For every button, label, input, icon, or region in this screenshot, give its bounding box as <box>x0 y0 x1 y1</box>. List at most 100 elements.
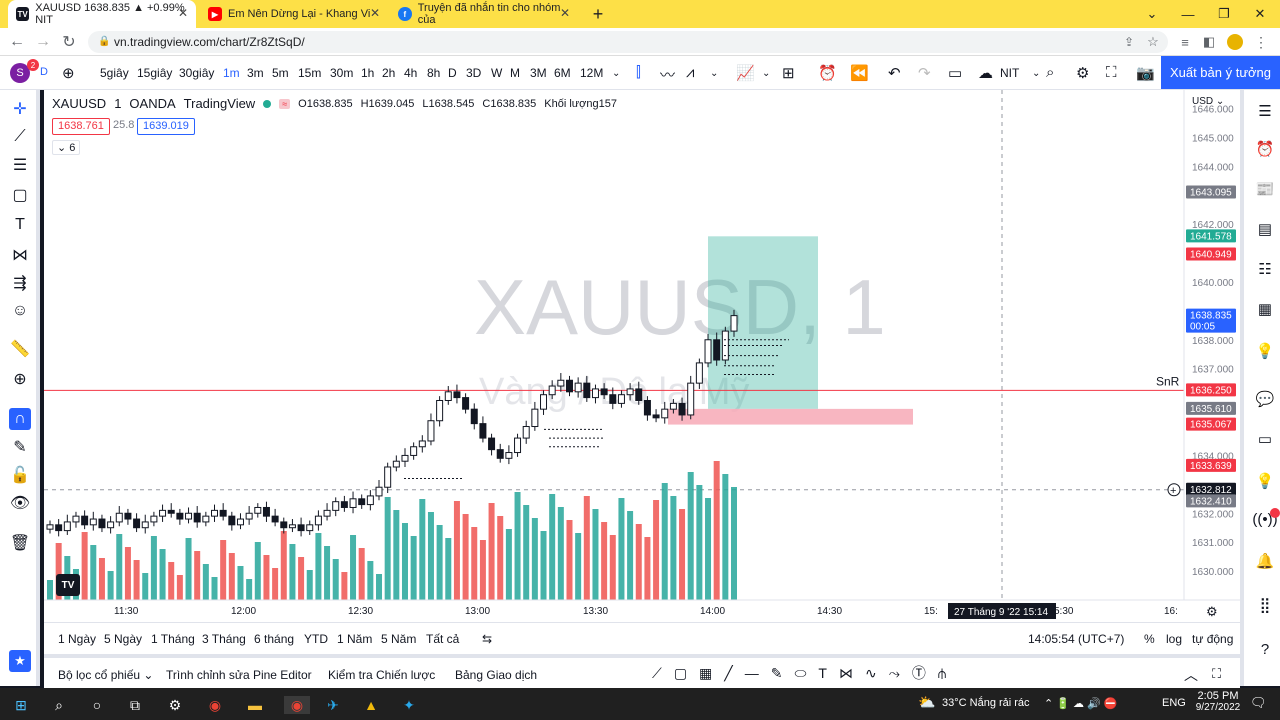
candle-body[interactable] <box>488 437 496 451</box>
tab-trading-panel[interactable]: Bảng Giao dịch <box>455 668 538 682</box>
bell-icon[interactable]: 🔔 <box>1255 553 1275 570</box>
bookmark-star-icon[interactable]: ☆ <box>1147 34 1159 49</box>
trash-icon[interactable]: 🗑 <box>9 535 31 552</box>
app-icon[interactable]: ▲ <box>364 697 378 713</box>
calendar-icon[interactable]: ▦ <box>1257 301 1273 318</box>
candle-body[interactable] <box>522 426 530 439</box>
candle-body[interactable] <box>531 408 539 428</box>
candle-body[interactable] <box>643 399 651 416</box>
range-3[interactable]: 3 Tháng <box>202 632 246 646</box>
timeframe-16[interactable]: 3M <box>530 66 547 80</box>
price-chart[interactable]: XAUUSD, 1 Vàng / Đô la Mỹ SnR USD ⌄1646.000… <box>44 90 1240 622</box>
timeframe-0[interactable]: 5giây <box>100 66 129 80</box>
clock[interactable]: 2:05 PM 9/27/2022 <box>1194 690 1242 713</box>
forecast-icon[interactable]: ⇶ <box>13 275 27 292</box>
candle-body[interactable] <box>444 391 452 401</box>
text-icon[interactable]: T <box>818 665 827 681</box>
watchlist-icon[interactable]: ☰ <box>1258 103 1272 120</box>
candle-body[interactable] <box>713 339 721 361</box>
indicators-icon[interactable]: ⩘ <box>686 64 695 81</box>
symbol-name[interactable]: XAUUSD <box>52 96 107 111</box>
close-icon[interactable]: ✕ <box>559 6 570 20</box>
candle-body[interactable] <box>609 394 617 404</box>
candle-body[interactable] <box>565 379 573 393</box>
news-icon[interactable]: 📰 <box>1255 181 1275 198</box>
layout-grid-icon[interactable]: ⊞ <box>782 65 795 82</box>
candle-body[interactable] <box>678 402 686 416</box>
candle-body[interactable] <box>358 498 366 506</box>
sidebar-icon[interactable]: ◧ <box>1202 34 1216 49</box>
candle-body[interactable] <box>159 509 167 517</box>
candle-body[interactable] <box>323 509 331 517</box>
candle-body[interactable] <box>46 524 54 530</box>
layout-box-icon[interactable]: ▭ <box>948 65 963 82</box>
timeframe-6[interactable]: 15m <box>298 66 322 80</box>
timeframe-12[interactable]: D <box>448 66 457 80</box>
candle-body[interactable] <box>479 423 487 439</box>
timeframe-10[interactable]: 4h <box>404 66 418 80</box>
task-view-icon[interactable]: ⧉ <box>130 696 140 713</box>
tab-tradingview[interactable]: TV XAUUSD 1638.835 ▲ +0.99% NIT ✕ <box>8 0 196 28</box>
candle-body[interactable] <box>704 339 712 364</box>
clock-label[interactable]: 14:05:54 (UTC+7) <box>1028 632 1125 646</box>
alert-icon[interactable]: ⏰ <box>818 65 837 82</box>
bulb-icon[interactable]: 💡 <box>1255 473 1275 490</box>
timeframe-3[interactable]: 1m <box>223 66 240 80</box>
reload-button[interactable]: ↻ <box>62 34 76 51</box>
chevron-up-icon[interactable]: ︿ <box>1184 667 1198 683</box>
candle-body[interactable] <box>436 399 444 422</box>
gear-icon[interactable]: ⚙ <box>1076 65 1090 82</box>
candle-body[interactable] <box>687 382 695 416</box>
candle-body[interactable] <box>392 460 400 468</box>
cloud-icon[interactable]: ☁ <box>978 65 993 82</box>
candle-body[interactable] <box>669 402 677 410</box>
candle-body[interactable] <box>193 512 201 523</box>
buy-price[interactable]: 1639.019 <box>137 118 195 135</box>
telegram-icon[interactable]: ✈ <box>327 696 339 713</box>
tab-screener[interactable]: Bộ lọc cổ phiếu ⌄ <box>58 668 153 682</box>
pattern-icon[interactable]: ⋈ <box>12 247 28 264</box>
candle-body[interactable] <box>349 498 357 508</box>
settings-gear-icon[interactable]: ⚙ <box>168 696 182 713</box>
close-window-button[interactable]: ✕ <box>1254 6 1266 21</box>
candle-body[interactable] <box>288 524 296 529</box>
emoji-icon[interactable]: ☺ <box>11 302 29 319</box>
reading-list-icon[interactable]: ≡ <box>1181 34 1189 50</box>
profile-avatar[interactable] <box>1224 32 1246 52</box>
expand-icon[interactable]: ⛶ <box>1212 666 1222 681</box>
candle-body[interactable] <box>306 524 314 532</box>
ellipse-icon[interactable]: ⬭ <box>794 664 807 681</box>
candle-body[interactable] <box>55 524 63 532</box>
candle-body[interactable] <box>314 515 322 526</box>
candle-body[interactable] <box>661 408 669 419</box>
candle-body[interactable] <box>540 394 548 410</box>
hotlist-icon[interactable]: ☷ <box>1258 261 1272 278</box>
candle-body[interactable] <box>617 394 625 404</box>
timeframe-7[interactable]: 30m <box>330 66 354 80</box>
tab-strategy-tester[interactable]: Kiểm tra Chiến lược <box>328 668 436 682</box>
rectangle-icon[interactable]: ▢ <box>12 187 28 204</box>
percent-toggle[interactable]: % <box>1144 632 1155 646</box>
close-icon[interactable]: ✕ <box>369 6 380 20</box>
candle-body[interactable] <box>141 521 149 529</box>
grid-icon[interactable]: ▦ <box>699 664 713 681</box>
currency-label[interactable]: USD ⌄ <box>1192 96 1224 107</box>
candle-body[interactable] <box>185 512 193 520</box>
candle-body[interactable] <box>133 518 141 529</box>
windows-start-icon[interactable]: ⊞ <box>15 696 27 713</box>
range-0[interactable]: 1 Ngày <box>58 632 97 646</box>
candle-body[interactable] <box>124 512 132 520</box>
app-icon-2[interactable]: ✦ <box>403 696 415 713</box>
candle-body[interactable] <box>514 437 522 454</box>
wave-icon[interactable]: ∿ <box>864 664 877 681</box>
candle-body[interactable] <box>280 521 288 529</box>
candle-body[interactable] <box>652 414 660 419</box>
indicators-toggle[interactable]: ⌄ 6 <box>52 140 81 155</box>
candle-body[interactable] <box>470 408 478 425</box>
minimize-button[interactable]: — <box>1181 6 1195 22</box>
search-icon[interactable]: ⌕ <box>1046 64 1055 81</box>
candle-body[interactable] <box>228 515 236 526</box>
crosshair-icon[interactable]: ✛ <box>13 101 27 118</box>
timeframe-9[interactable]: 2h <box>382 66 396 80</box>
streams-icon[interactable]: ▭ <box>1257 431 1273 448</box>
